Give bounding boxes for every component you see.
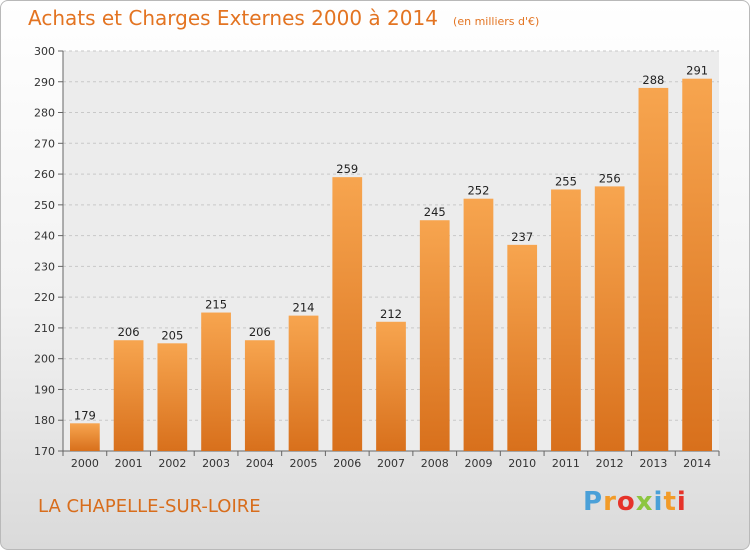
x-tick-label: 2012 [596, 457, 624, 470]
bar-value-label: 214 [293, 301, 315, 315]
bar [463, 198, 494, 451]
bar-value-label: 256 [599, 171, 621, 185]
bar [551, 189, 581, 451]
x-tick-label: 2007 [377, 457, 405, 470]
x-tick-label: 2013 [639, 457, 667, 470]
x-tick-label: 2005 [290, 457, 318, 470]
y-tick-label: 190 [34, 383, 55, 396]
x-tick-label: 2010 [508, 457, 536, 470]
y-tick-label: 290 [34, 76, 55, 89]
x-tick-label: 2009 [464, 457, 492, 470]
bar-value-label: 212 [380, 307, 402, 321]
logo-letter: x [635, 487, 654, 517]
x-tick-label: 2001 [115, 457, 143, 470]
x-tick-label: 2002 [158, 457, 186, 470]
x-tick-label: 2011 [552, 457, 580, 470]
bar [332, 177, 363, 451]
bar [113, 340, 144, 451]
bar [244, 340, 275, 451]
y-tick-label: 270 [34, 137, 55, 150]
y-tick-label: 210 [34, 322, 55, 335]
bar [201, 312, 231, 451]
y-tick-label: 200 [34, 353, 55, 366]
x-tick-label: 2014 [683, 457, 711, 470]
y-tick-label: 220 [34, 291, 55, 304]
bar [288, 315, 319, 451]
logo-letter: r [603, 487, 617, 517]
logo-letter: i [653, 487, 664, 517]
y-tick-label: 300 [34, 45, 55, 58]
bar [594, 186, 625, 451]
bar-value-label: 237 [511, 230, 533, 244]
y-tick-label: 260 [34, 168, 55, 181]
y-tick-label: 240 [34, 230, 55, 243]
x-tick-label: 2003 [202, 457, 230, 470]
bar-value-label: 259 [336, 162, 358, 176]
logo-letter: i [676, 487, 687, 517]
bar-value-label: 245 [424, 205, 446, 219]
y-tick-label: 180 [34, 414, 55, 427]
y-tick-label: 170 [34, 445, 55, 458]
y-tick-label: 250 [34, 199, 55, 212]
city-name: LA CHAPELLE-SUR-LOIRE [38, 496, 261, 517]
bar [507, 244, 538, 451]
title-block: Achats et Charges Externes 2000 à 2014 (… [28, 6, 539, 30]
bar-value-label: 288 [642, 73, 664, 87]
x-tick-label: 2004 [246, 457, 274, 470]
bar-value-label: 179 [74, 408, 96, 422]
x-tick-label: 2008 [421, 457, 449, 470]
logo-letter: o [616, 487, 636, 517]
x-tick-label: 2000 [71, 457, 99, 470]
logo-letter: t [663, 487, 677, 517]
bar [69, 423, 100, 451]
logo-letter: P [583, 487, 604, 517]
bar [419, 220, 450, 451]
bar [682, 78, 713, 451]
bar-value-label: 206 [118, 325, 140, 339]
bar-value-label: 291 [686, 64, 708, 78]
x-tick-label: 2006 [333, 457, 361, 470]
y-tick-label: 230 [34, 260, 55, 273]
proxiti-logo: Proxiti [583, 487, 687, 517]
bar-value-label: 206 [249, 325, 271, 339]
bar-value-label: 215 [205, 298, 227, 312]
chart-title: Achats et Charges Externes 2000 à 2014 [28, 6, 438, 30]
bar-value-label: 252 [467, 184, 489, 198]
bar [638, 87, 669, 451]
bar [376, 321, 406, 451]
bar [157, 343, 188, 451]
y-tick-label: 280 [34, 107, 55, 120]
bar-value-label: 205 [161, 328, 183, 342]
bar-value-label: 255 [555, 174, 577, 188]
chart-subtitle: (en milliers d'€) [453, 15, 540, 28]
